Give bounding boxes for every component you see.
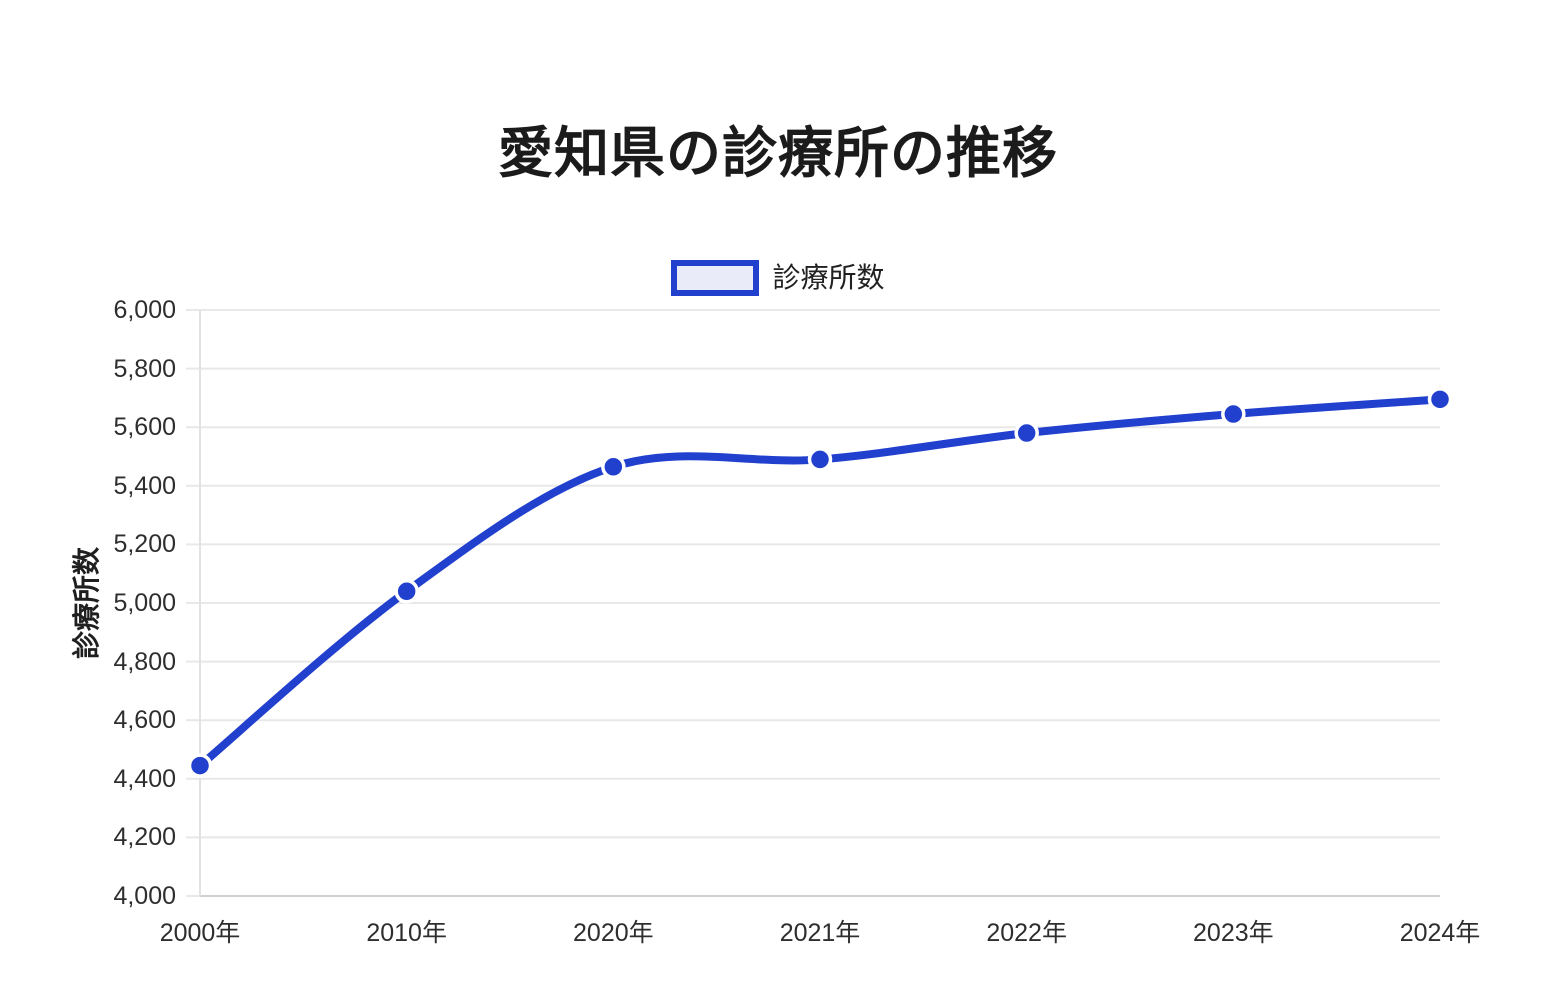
y-tick-label: 4,000 <box>113 882 176 910</box>
x-tick-label: 2010年 <box>366 919 447 947</box>
y-tick-label: 5,800 <box>113 354 176 383</box>
y-tick-label: 5,000 <box>113 589 176 617</box>
legend-item[interactable]: 診療所数 <box>671 260 885 296</box>
y-tick-label: 5,200 <box>113 530 176 559</box>
y-tick-label: 5,600 <box>113 413 176 442</box>
x-tick-label: 2021年 <box>779 919 861 947</box>
legend-swatch-icon <box>671 260 760 296</box>
data-point[interactable] <box>394 579 419 604</box>
y-tick-label: 4,800 <box>113 647 176 676</box>
y-tick-label: 6,000 <box>113 296 176 324</box>
legend-label: 診療所数 <box>772 262 885 293</box>
y-tick-label: 4,200 <box>113 823 176 852</box>
data-point[interactable] <box>1014 420 1039 446</box>
chart-title: 愛知県の診療所の推移 <box>497 122 1058 184</box>
data-point[interactable] <box>1221 401 1246 427</box>
data-point[interactable] <box>1427 387 1453 412</box>
y-tick-label: 4,600 <box>113 706 176 735</box>
data-point[interactable] <box>601 454 626 480</box>
data-point[interactable] <box>187 753 213 778</box>
x-tick-label: 2024年 <box>1399 919 1481 947</box>
legend: 診療所数 <box>0 258 1556 298</box>
x-tick-label: 2022年 <box>986 919 1067 947</box>
x-tick-label: 2023年 <box>1193 919 1274 947</box>
data-point[interactable] <box>807 447 833 472</box>
x-tick-label: 2020年 <box>573 919 654 947</box>
y-axis-title: 診療所数 <box>71 546 102 660</box>
y-tick-label: 5,400 <box>113 471 176 500</box>
y-tick-label: 4,400 <box>113 764 176 793</box>
x-tick-label: 2000年 <box>159 919 241 947</box>
